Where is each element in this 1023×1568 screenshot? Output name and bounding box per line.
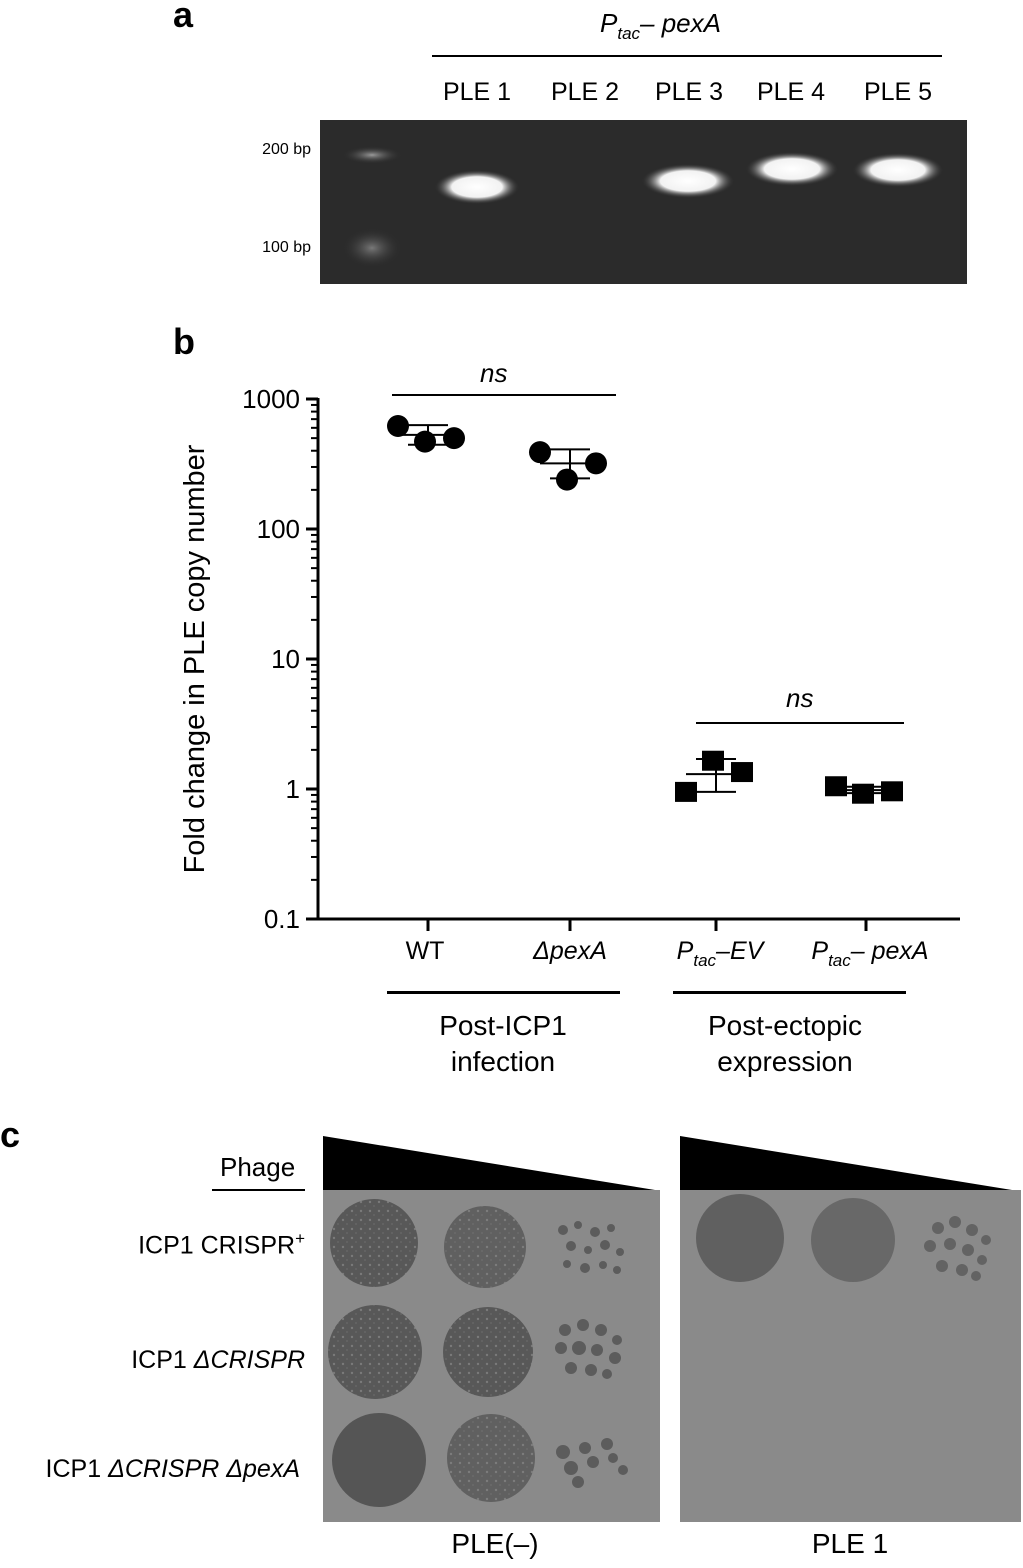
group2-line2: expression — [717, 1046, 853, 1077]
band-ple3 — [642, 164, 734, 198]
panel-b-letter: b — [173, 321, 195, 362]
phage-label-underline — [212, 1189, 305, 1191]
dilution-wedge-left — [323, 1136, 655, 1190]
y-axis-title: Fold change in PLE copy number — [179, 444, 211, 873]
group1-label: Post-ICP1 infection — [393, 1008, 613, 1080]
gel-image — [320, 120, 967, 284]
panel-c-letter: c — [0, 1114, 21, 1155]
data-point-2-2 — [731, 762, 753, 783]
group1-line2: infection — [450, 1046, 556, 1077]
y-tick-label-3: 1 — [286, 774, 300, 804]
group1-line1: Post-ICP1 — [439, 1010, 567, 1041]
plaque-r2-c2 — [443, 1307, 533, 1397]
y-tick-label-1: 100 — [257, 514, 300, 544]
data-point-3-2 — [881, 781, 903, 802]
data-point-1-1 — [556, 468, 578, 491]
ladder-band-200 — [342, 146, 402, 164]
data-point-2-1 — [702, 750, 724, 771]
phage-label: Phage — [220, 1152, 296, 1182]
dilution-wedge-right — [680, 1136, 1012, 1190]
plate-ple-minus — [323, 1190, 660, 1522]
plaque-ple1-r1-c1 — [696, 1194, 784, 1282]
plate-ple1 — [680, 1190, 1021, 1522]
data-point-3-0 — [825, 776, 847, 797]
data-point-1-0 — [529, 441, 551, 464]
y-tick-label-2: 10 — [271, 644, 300, 674]
cat-wt: WT — [405, 937, 445, 965]
data-point-2-0 — [675, 781, 697, 802]
data-point-0-0 — [387, 414, 409, 437]
data-point-1-2 — [585, 452, 607, 475]
cat-ptac-ev: Ptac–EV — [676, 937, 764, 970]
plaque-r1-c2 — [444, 1206, 526, 1288]
row-label-crispr-plus: ICP1 CRISPR+ — [138, 1229, 305, 1260]
plaque-r3-c2 — [447, 1414, 535, 1502]
row-label-dcrispr-dpexa: ICP1 ΔCRISPR ΔpexA — [45, 1455, 300, 1483]
sig-label-left: ns — [480, 358, 508, 388]
band-ple1 — [435, 170, 519, 204]
group2-line1: Post-ectopic — [707, 1010, 863, 1041]
lane-label-ple5: PLE 5 — [863, 78, 933, 106]
panel-a-letter: a — [173, 0, 194, 35]
ladder-200bp-label: 200 bp — [262, 141, 311, 158]
cat-ptac-pexa: Ptac– pexA — [811, 937, 929, 970]
lane-label-ple1: PLE 1 — [442, 78, 512, 106]
ladder-band-100 — [342, 228, 402, 268]
plaques-r1-c3 — [558, 1221, 624, 1274]
plaques-r3-c3 — [556, 1438, 628, 1488]
plate-label-ple1: PLE 1 — [811, 1528, 889, 1559]
fold-change-chart: 1000 100 10 1 0.1 Fold change in PLE copy num… — [179, 384, 960, 934]
plaque-r3-c1 — [332, 1413, 426, 1507]
band-ple5 — [853, 153, 943, 187]
plaque-r1-c1 — [330, 1199, 418, 1287]
data-point-0-1 — [414, 430, 436, 453]
plaque-r2-c1 — [328, 1305, 422, 1399]
plaques-r2-c3 — [555, 1319, 622, 1379]
band-ple4 — [746, 152, 838, 186]
construct-bracket-line — [432, 55, 942, 57]
lane-label-ple2: PLE 2 — [550, 78, 620, 106]
data-point-0-2 — [443, 427, 465, 450]
plaques-ple1-r1-c3 — [924, 1216, 991, 1281]
group2-bracket — [673, 991, 906, 994]
sig-label-right: ns — [786, 683, 814, 713]
cat-dpexa: ΔpexA — [533, 937, 607, 965]
plaque-ple1-r1-c2 — [811, 1198, 895, 1282]
plate-label-ple-minus: PLE(–) — [451, 1528, 539, 1559]
group1-bracket — [387, 991, 620, 994]
construct-label: Ptac– pexA — [600, 8, 721, 43]
ladder-100bp-label: 100 bp — [262, 239, 311, 256]
data-point-3-1 — [852, 783, 874, 804]
y-tick-label-4: 0.1 — [264, 904, 300, 934]
row-label-dcrispr: ICP1 ΔCRISPR — [131, 1346, 305, 1374]
lane-label-ple4: PLE 4 — [756, 78, 826, 106]
group2-label: Post-ectopic expression — [670, 1008, 900, 1080]
y-tick-label-0: 1000 — [242, 384, 300, 414]
lane-label-ple3: PLE 3 — [654, 78, 724, 106]
